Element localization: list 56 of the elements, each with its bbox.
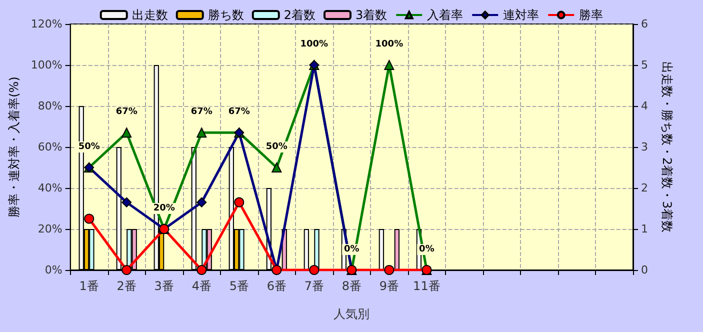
data-label: 67% xyxy=(116,107,138,118)
point xyxy=(122,128,132,138)
y2-tick-label: 4 xyxy=(641,100,648,112)
point xyxy=(384,60,394,70)
point xyxy=(234,197,244,208)
x-tick-label: 9番 xyxy=(379,279,400,293)
point xyxy=(196,197,207,208)
data-label: 67% xyxy=(228,107,250,118)
data-label: 67% xyxy=(190,107,212,118)
point xyxy=(196,265,207,275)
x-tick-label: 5番 xyxy=(229,279,249,293)
y-tick-label: 60% xyxy=(38,140,62,154)
point xyxy=(309,265,320,275)
y-axis-title: 勝率・連対率・入着率(%) xyxy=(7,76,21,218)
x-axis-title: 人気別 xyxy=(334,307,370,321)
legend-label: 勝ち数 xyxy=(208,8,244,22)
y2-tick-label: 6 xyxy=(641,18,648,30)
point xyxy=(384,265,394,275)
legend-label: 勝率 xyxy=(579,8,604,22)
y2-tick-label: 3 xyxy=(641,140,648,154)
data-label: 100% xyxy=(375,40,404,50)
y-tick-label: 120% xyxy=(30,18,62,30)
x-tick-label: 1番 xyxy=(79,279,99,293)
y-tick-label: 0% xyxy=(44,264,62,276)
y2-tick-label: 5 xyxy=(641,58,648,72)
x-tick-label: 4番 xyxy=(192,279,212,293)
x-tick-label: 3番 xyxy=(154,279,174,293)
x-tick-label: 11番 xyxy=(413,279,440,293)
point xyxy=(272,162,282,172)
legend-label: 2着数 xyxy=(284,8,316,22)
point xyxy=(122,197,132,208)
y-tick-label: 40% xyxy=(38,182,62,194)
y-tick-label: 20% xyxy=(38,222,62,236)
legend-label: 出走数 xyxy=(132,8,168,22)
y2-tick-label: 1 xyxy=(641,222,648,236)
legend-label: 3着数 xyxy=(356,8,388,22)
y2-axis-title: 出走数・勝ち数・2着数・3着数 xyxy=(660,61,674,233)
x-tick-label: 6番 xyxy=(266,279,286,293)
x-tick-label: 7番 xyxy=(304,279,324,293)
y-tick-label: 100% xyxy=(30,58,62,72)
data-label: 0% xyxy=(344,244,360,254)
point xyxy=(196,128,207,138)
x-tick-label: 8番 xyxy=(342,279,362,293)
legend-label: 入着率 xyxy=(427,8,464,22)
x-tick-label: 2番 xyxy=(116,279,136,293)
data-label: 50% xyxy=(78,142,100,152)
y-tick-label: 80% xyxy=(38,100,62,112)
legend-label: 連対率 xyxy=(503,8,540,22)
data-label: 50% xyxy=(266,142,288,152)
data-label: 0% xyxy=(419,244,434,254)
y2-tick-label: 0 xyxy=(641,264,648,276)
point xyxy=(122,265,132,275)
data-label: 20% xyxy=(153,204,175,214)
data-label: 100% xyxy=(300,40,328,50)
point xyxy=(84,214,94,224)
y2-tick-label: 2 xyxy=(641,182,648,194)
